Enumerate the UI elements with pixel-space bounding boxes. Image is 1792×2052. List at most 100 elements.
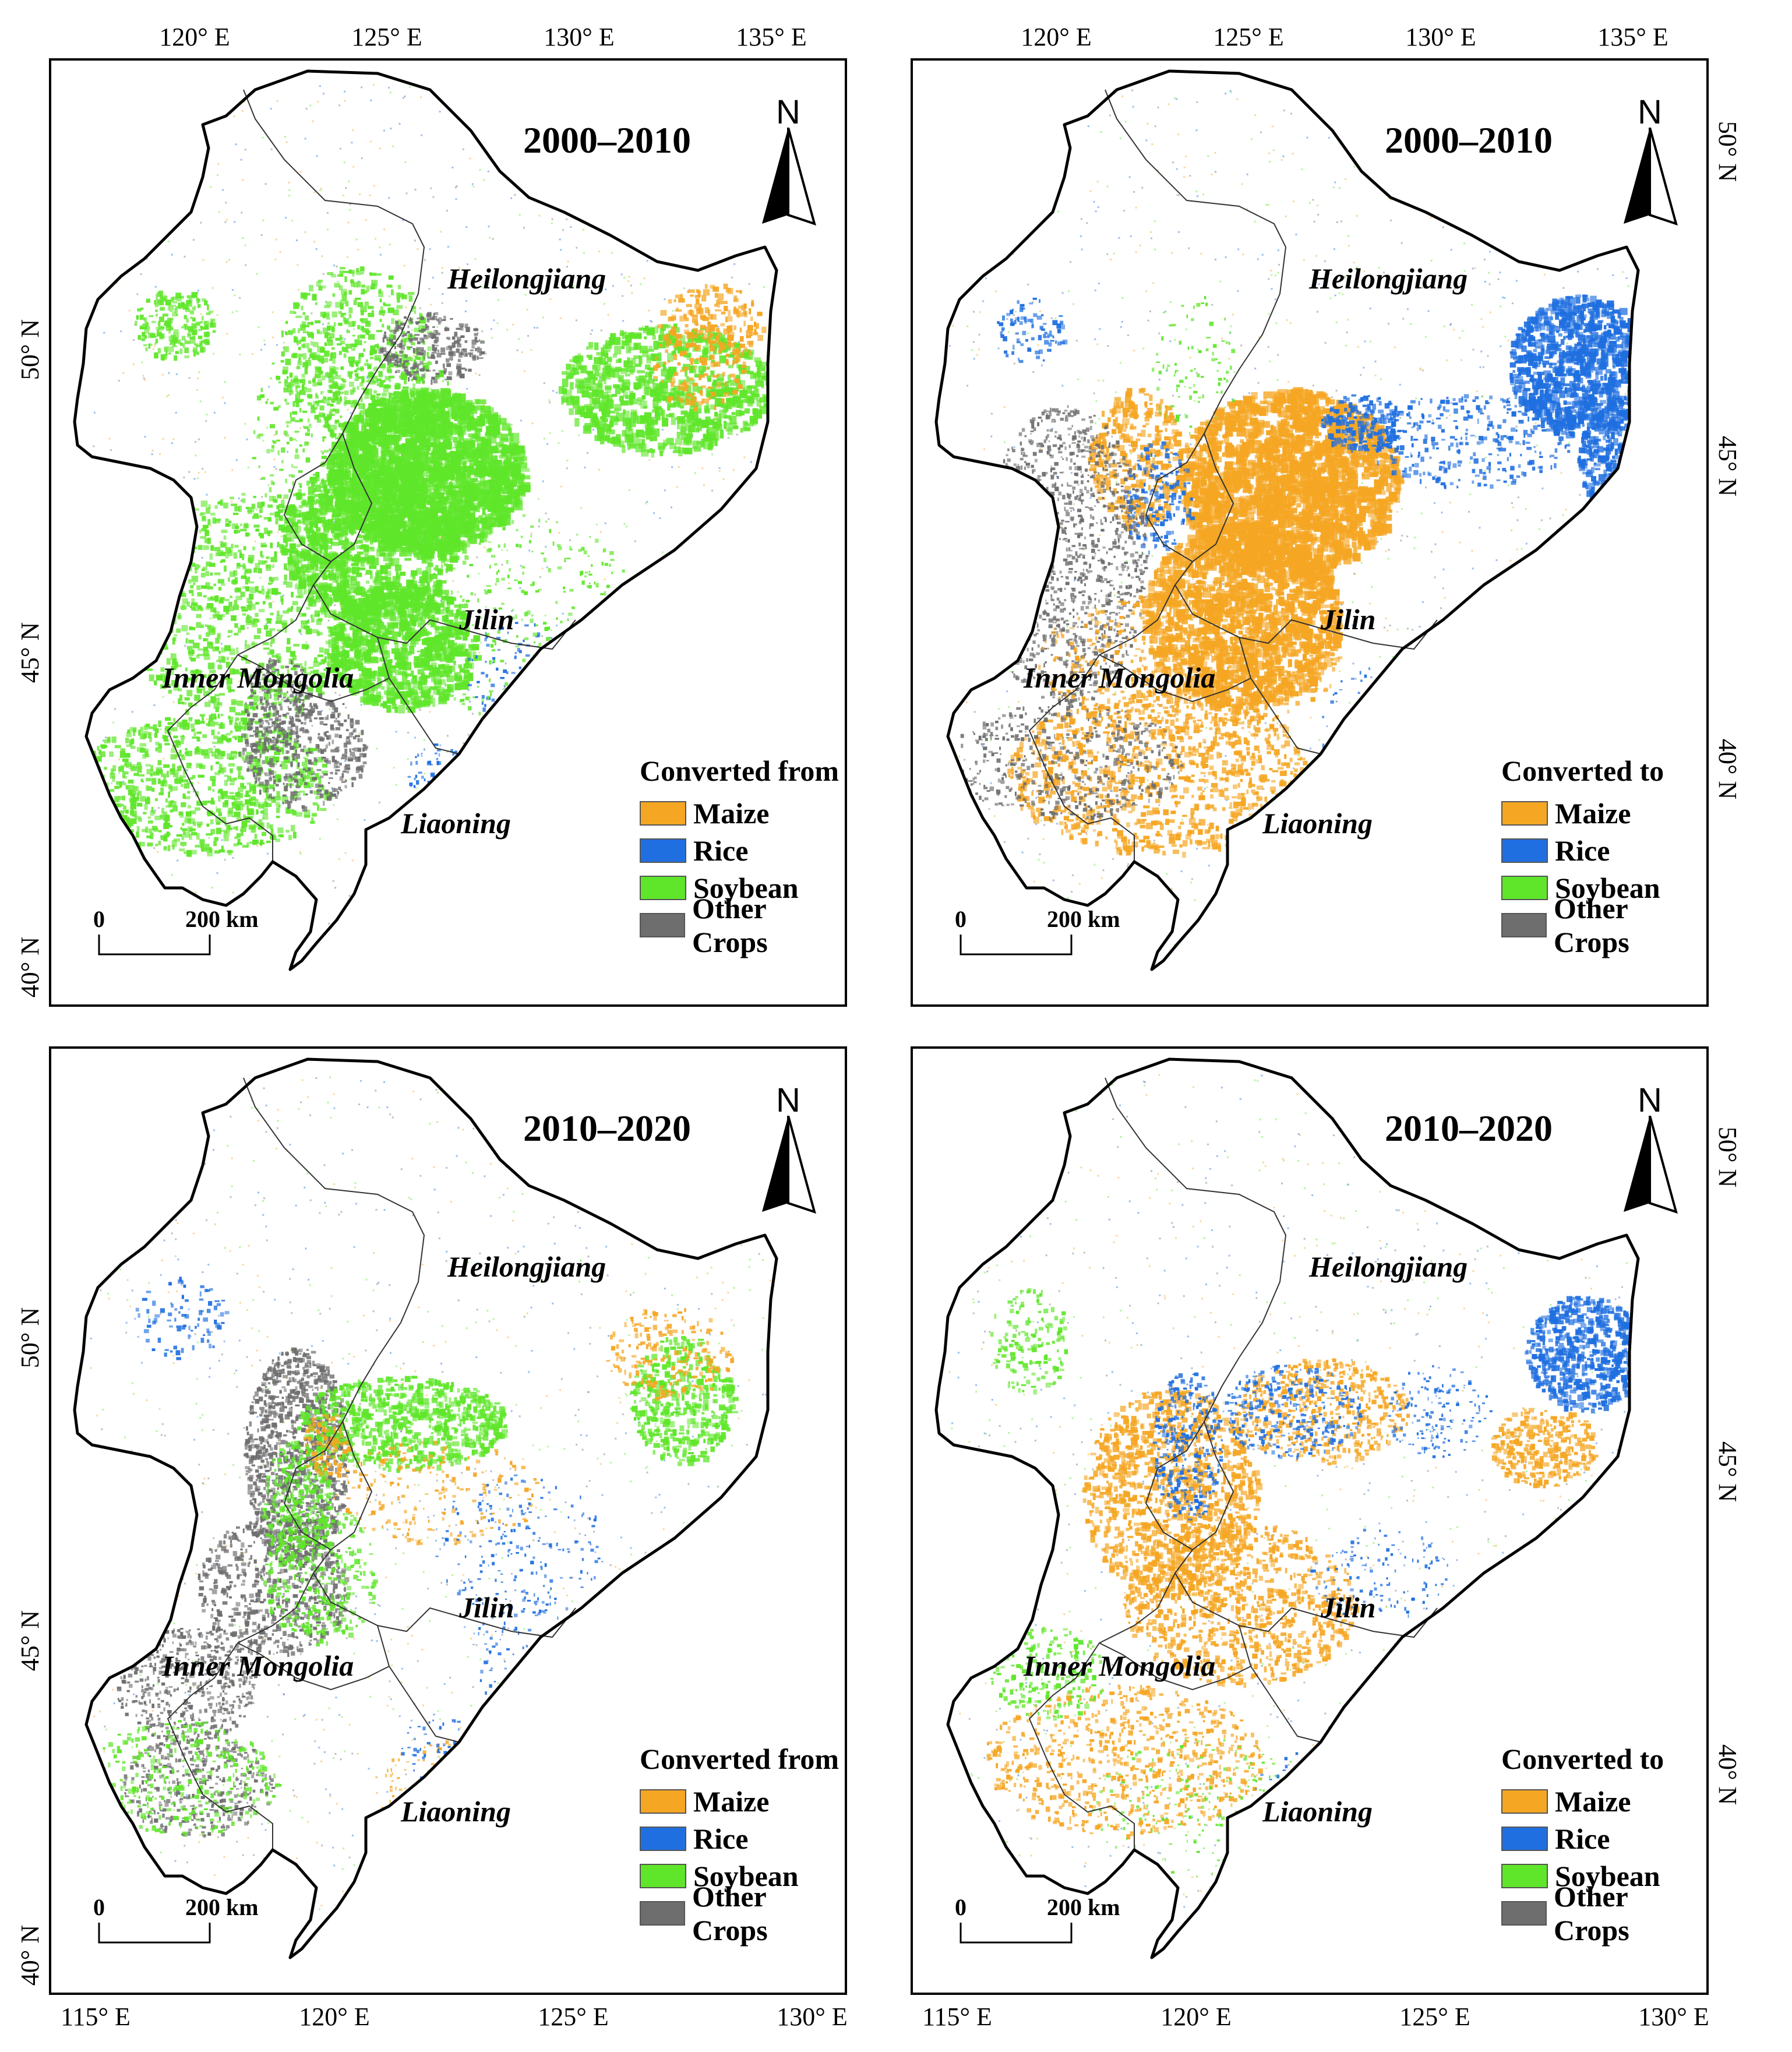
crop-speck bbox=[299, 171, 302, 173]
crop-patch-soybean bbox=[400, 588, 406, 595]
crop-speck bbox=[724, 100, 726, 102]
crop-speck bbox=[543, 438, 545, 440]
crop-speck bbox=[157, 143, 160, 146]
crop-speck bbox=[756, 748, 759, 750]
crop-patch-soybean bbox=[391, 488, 396, 491]
crop-speck bbox=[171, 845, 173, 848]
crop-patch-soybean bbox=[396, 442, 400, 452]
crop-speck bbox=[395, 784, 397, 786]
crop-patch-soybean bbox=[440, 600, 445, 607]
crop-speck bbox=[430, 867, 432, 869]
crop-speck bbox=[407, 732, 410, 734]
crop-speck bbox=[541, 567, 544, 570]
crop-speck bbox=[465, 758, 467, 760]
crop-speck bbox=[244, 149, 246, 151]
crop-speck bbox=[587, 452, 588, 454]
crop-speck bbox=[560, 249, 562, 251]
crop-speck bbox=[138, 241, 140, 244]
crop-speck bbox=[469, 701, 471, 703]
crop-patch-soybean bbox=[451, 423, 457, 427]
crop-speck bbox=[112, 257, 115, 259]
crop-speck bbox=[305, 108, 308, 110]
crop-speck bbox=[114, 583, 116, 586]
crop-speck bbox=[600, 616, 602, 618]
crop-speck bbox=[92, 780, 94, 782]
crop-patch-soybean bbox=[436, 686, 441, 695]
crop-speck bbox=[262, 439, 264, 442]
crop-speck bbox=[275, 468, 277, 470]
crop-patch-soybean bbox=[333, 488, 339, 496]
crop-speck bbox=[576, 246, 578, 249]
crop-speck bbox=[715, 225, 718, 227]
crop-speck bbox=[108, 438, 111, 440]
crop-patch-soybean bbox=[340, 454, 346, 463]
crop-speck bbox=[348, 895, 351, 897]
crop-speck bbox=[536, 327, 538, 329]
crop-patch-soybean bbox=[356, 572, 362, 577]
crop-patch-soybean bbox=[462, 461, 467, 471]
crop-speck bbox=[224, 402, 226, 404]
crop-speck bbox=[682, 217, 684, 219]
crop-patch-soybean bbox=[341, 513, 347, 517]
crop-patch-soybean bbox=[380, 576, 388, 580]
crop-patch-soybean bbox=[371, 521, 379, 525]
crop-patch-soybean bbox=[436, 426, 442, 433]
crop-patch-soybean bbox=[475, 428, 482, 432]
crop-speck bbox=[256, 273, 258, 275]
crop-patch-soybean bbox=[736, 405, 741, 408]
crop-speck bbox=[380, 253, 382, 256]
crop-patch-soybean bbox=[384, 602, 390, 608]
crop-speck bbox=[249, 615, 252, 618]
crop-speck bbox=[364, 573, 366, 576]
crop-speck bbox=[549, 925, 551, 928]
crop-speck bbox=[161, 554, 164, 556]
crop-speck bbox=[591, 873, 592, 875]
crop-speck bbox=[466, 387, 468, 390]
crop-patch-soybean bbox=[499, 418, 507, 425]
crop-patch-soybean bbox=[323, 530, 330, 533]
crop-speck bbox=[273, 563, 275, 566]
crop-patch-soybean bbox=[504, 466, 512, 473]
crop-speck bbox=[267, 852, 269, 855]
crop-speck bbox=[269, 799, 271, 802]
crop-patch-soybean bbox=[490, 480, 500, 486]
crop-speck bbox=[447, 246, 449, 248]
crop-speck bbox=[167, 531, 170, 533]
crop-patch-soybean bbox=[432, 457, 436, 462]
crop-speck bbox=[712, 728, 715, 731]
crop-speck bbox=[272, 336, 274, 339]
crop-patch-soybean bbox=[319, 582, 327, 590]
crop-patch-soybean bbox=[285, 526, 292, 535]
crop-patch-soybean bbox=[502, 489, 511, 494]
crop-speck bbox=[326, 211, 329, 214]
crop-speck bbox=[197, 290, 199, 292]
crop-speck bbox=[441, 272, 443, 274]
crop-patch-soybean bbox=[362, 523, 371, 530]
crop-speck bbox=[550, 883, 552, 885]
crop-patch-soybean bbox=[354, 651, 361, 658]
crop-patch-soybean bbox=[364, 615, 367, 621]
crop-speck bbox=[631, 195, 633, 198]
crop-patch-soybean bbox=[375, 572, 379, 581]
crop-patch-soybean bbox=[482, 507, 486, 516]
crop-speck bbox=[152, 348, 154, 350]
crop-patch-soybean bbox=[380, 686, 385, 690]
crop-speck bbox=[376, 890, 379, 892]
crop-speck bbox=[580, 507, 583, 509]
crop-speck bbox=[627, 696, 630, 699]
crop-speck bbox=[553, 808, 555, 810]
crop-speck bbox=[361, 86, 362, 89]
crop-speck bbox=[284, 136, 287, 138]
crop-speck bbox=[548, 784, 550, 787]
crop-patch-soybean bbox=[284, 550, 289, 556]
crop-speck bbox=[676, 208, 678, 210]
crop-speck bbox=[648, 241, 650, 243]
crop-speck bbox=[164, 126, 167, 128]
crop-speck bbox=[761, 542, 763, 544]
crop-speck bbox=[322, 273, 324, 275]
crop-speck bbox=[581, 86, 583, 88]
crop-patch-soybean bbox=[362, 558, 370, 563]
crop-speck bbox=[181, 103, 183, 105]
crop-speck bbox=[262, 136, 264, 139]
crop-speck bbox=[578, 434, 580, 436]
